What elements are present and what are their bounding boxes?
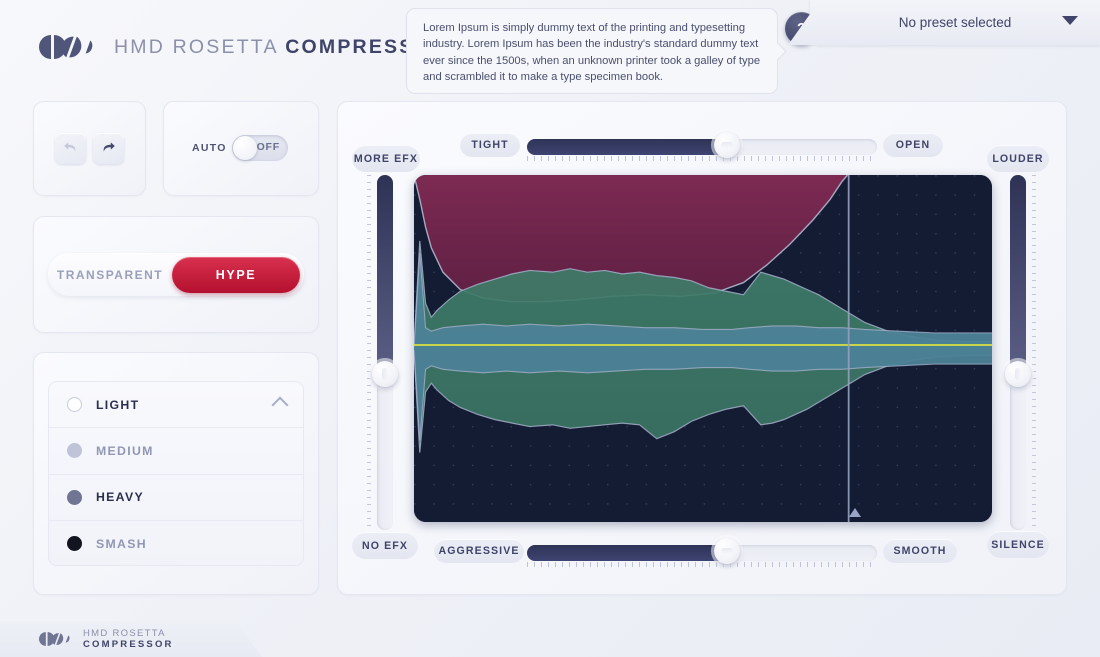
playhead-marker[interactable]: [849, 508, 861, 517]
slider-ticks: [527, 156, 877, 161]
slider-ticks: [367, 175, 371, 530]
mode-transparent-button[interactable]: TRANSPARENT: [48, 253, 172, 296]
slider-ticks: [527, 562, 877, 567]
intensity-list: LIGHT MEDIUM HEAVY SMASH: [48, 381, 304, 566]
radio-filled-icon: [67, 443, 82, 459]
slider-fill: [527, 139, 727, 155]
silence-button[interactable]: SILENCE: [987, 531, 1049, 558]
brand-light-text: HMD ROSETTA: [114, 35, 278, 58]
slider-ticks: [1032, 175, 1036, 530]
mode-hype-button[interactable]: HYPE: [172, 256, 300, 293]
intensity-label: MEDIUM: [96, 443, 154, 458]
footer-brand-text: HMD ROSETTA COMPRESSOR: [83, 628, 240, 650]
intensity-label: SMASH: [96, 536, 147, 551]
waveform-display[interactable]: [414, 175, 992, 522]
radio-empty-icon: [67, 397, 82, 413]
auto-toggle-state: OFF: [256, 141, 280, 153]
smooth-label-button[interactable]: SMOOTH: [883, 539, 957, 563]
app-logo: HMD ROSETTA COMPRESSOR: [38, 33, 448, 61]
help-tooltip: Lorem Ipsum is simply dummy text of the …: [406, 8, 778, 94]
intensity-item-medium[interactable]: MEDIUM: [49, 428, 303, 475]
auto-label: AUTO: [192, 142, 227, 154]
radio-filled-icon: [67, 536, 82, 552]
tight-label-button[interactable]: TIGHT: [460, 133, 520, 157]
slider-fill: [377, 175, 393, 374]
redo-arrow-icon: [100, 139, 117, 159]
aggressive-label-button[interactable]: AGGRESSIVE: [434, 539, 524, 563]
footer-brand-light: HMD ROSETTA: [83, 628, 166, 639]
louder-button[interactable]: LOUDER: [987, 145, 1049, 172]
footer-logo: HMD ROSETTA COMPRESSOR: [38, 628, 240, 650]
chevron-up-icon[interactable]: [271, 396, 289, 414]
intensity-item-heavy[interactable]: HEAVY: [49, 475, 303, 521]
help-tooltip-text: Lorem Ipsum is simply dummy text of the …: [423, 22, 761, 83]
slider-thumb[interactable]: [713, 538, 740, 564]
brand-mark-icon: [38, 33, 96, 61]
more-efx-button[interactable]: MORE EFX: [352, 145, 420, 172]
intensity-label: HEAVY: [96, 490, 144, 505]
open-label-button[interactable]: OPEN: [883, 133, 943, 157]
auto-toggle[interactable]: OFF: [232, 135, 288, 161]
undo-button[interactable]: [55, 133, 86, 164]
redo-button[interactable]: [93, 133, 124, 164]
radio-filled-icon: [67, 489, 82, 505]
chevron-down-icon[interactable]: [1062, 16, 1078, 25]
intensity-item-smash[interactable]: SMASH: [49, 521, 303, 565]
intensity-label: LIGHT: [96, 397, 140, 412]
undo-arrow-icon: [62, 139, 79, 159]
history-panel: [33, 101, 146, 196]
tight-open-slider[interactable]: [527, 132, 877, 161]
footer-brand-bold: COMPRESSOR: [83, 639, 174, 650]
preset-label: No preset selected: [898, 15, 1012, 30]
output-level-slider[interactable]: [1005, 175, 1036, 530]
preset-selector[interactable]: No preset selected: [810, 0, 1100, 45]
mode-switch: TRANSPARENT HYPE: [48, 253, 304, 296]
slider-thumb[interactable]: [713, 132, 740, 158]
aggressive-smooth-slider[interactable]: [527, 538, 877, 567]
intensity-item-light[interactable]: LIGHT: [49, 382, 303, 429]
brand-text: HMD ROSETTA COMPRESSOR: [114, 36, 448, 59]
slider-thumb[interactable]: [1005, 360, 1031, 387]
slider-fill: [1010, 175, 1026, 374]
waveform-chart: [414, 175, 992, 522]
brand-mark-icon: [38, 631, 72, 647]
auto-toggle-knob: [233, 136, 257, 160]
slider-fill: [527, 545, 727, 561]
efx-amount-slider[interactable]: [367, 175, 398, 530]
no-efx-button[interactable]: NO EFX: [352, 532, 418, 559]
slider-thumb[interactable]: [372, 360, 398, 387]
footer-bar: HMD ROSETTA COMPRESSOR: [0, 621, 240, 657]
